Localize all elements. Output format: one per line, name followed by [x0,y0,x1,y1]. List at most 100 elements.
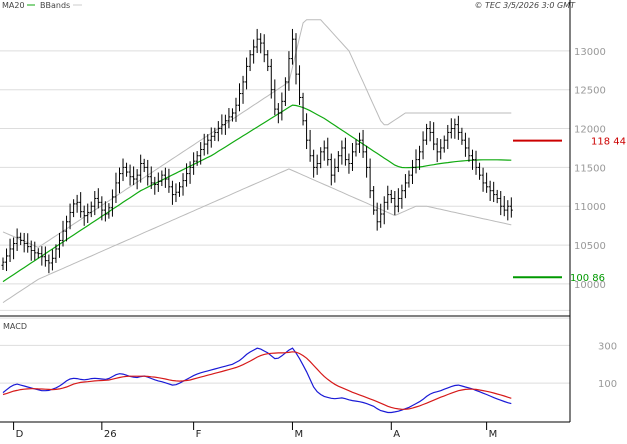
ohlc-bar [40,246,44,266]
ohlc-bar [121,158,125,182]
ohlc-bar [195,151,199,166]
ohlc-bar [379,203,383,228]
ohlc-bar [216,121,220,142]
ohlc-bar [43,246,47,267]
price-y-tick-label: 13000 [574,47,606,58]
price-y-tick-label: 12000 [574,125,606,136]
ohlc-bar [192,152,196,175]
ohlc-bar [290,28,294,65]
ohlc-bar [449,118,453,139]
ohlc-bar [57,232,61,258]
price-y-tick-label: 12500 [574,86,606,97]
price-y-axis: 10000 10500 11000 11500 12000 12500 13000 [574,47,606,291]
ohlc-bar [350,142,354,171]
ohlc-bar [343,137,347,166]
ohlc-bar [262,34,266,63]
ohlc-bar [202,133,206,156]
ohlc-bar [213,127,217,141]
ohlc-bar [453,118,457,139]
bbands-lower-line [2,168,512,304]
ohlc-bar [132,166,136,186]
ohlc-bar [61,220,65,247]
price-y-tick-label: 11500 [574,163,606,174]
ohlc-bar [322,140,326,161]
chart-legend: MA20 BBands © TEC 3/5/2026 3:0 GMT [2,1,576,10]
x-tick-label: M [294,429,303,440]
ohlc-bar [178,182,181,197]
ma20-legend-label: MA20 [2,1,25,10]
ohlc-bar [414,149,418,174]
ohlc-bar [435,138,439,163]
ohlc-bar [421,131,425,160]
ohlc-bar [65,215,69,242]
ohlc-bar [460,127,464,145]
ohlc-bar [273,79,277,116]
ohlc-bar [280,92,284,121]
x-axis: D 26 F M A M [13,422,498,440]
ohlc-bar [326,137,330,166]
macd-grid [0,344,570,384]
ohlc-bar [368,158,372,199]
ohlc-bar [82,205,86,226]
ohlc-bar [410,159,414,185]
support-level-label: 100 86 [570,273,605,284]
ohlc-bar [506,200,510,221]
ohlc-bar [86,203,90,224]
price-levels: 118 44 100 86 [513,137,626,284]
ohlc-bar [36,248,40,259]
ohlc-bar [403,174,407,199]
ohlc-bar [315,154,319,175]
ohlc-bar [298,65,302,105]
price-y-tick-label: 11000 [574,202,606,213]
ohlc-bar [22,232,26,253]
ohlc-bar [149,166,153,189]
ohlc-bar [68,203,72,230]
ohlc-bar [234,97,238,122]
ohlc-bar [456,115,460,140]
macd-line [2,347,512,414]
macd-series [2,347,512,414]
x-tick-label: M [489,429,498,440]
ohlc-bar [488,180,492,201]
ohlc-bar [185,163,189,187]
x-tick-label: D [16,429,24,440]
ohlc-bar [495,189,499,204]
ohlc-bar [365,145,369,178]
ohlc-bar [29,240,33,261]
ohlc-bar [266,50,270,72]
ohlc-bar [287,51,291,91]
ohlc-bar [100,196,104,221]
ohlc-bar [206,134,210,155]
ohlc-bar [19,232,23,246]
ohlc-bar [252,39,256,64]
ohlc-bar [336,151,340,173]
ohlc-bar [301,92,305,126]
ohlc-bar [418,145,422,170]
ohlc-bar [142,158,146,173]
ohlc-bar [283,77,287,107]
ohlc-bar [446,124,450,150]
ohlc-bar [361,129,365,158]
ohlc-bar [1,257,5,270]
bbands-legend-label: BBands [40,1,70,10]
ohlc-bar [125,162,129,177]
ohlc-bar [107,203,111,219]
ohlc-bar [470,149,474,170]
copyright-label: © TEC 3/5/2026 3:0 GMT [475,1,577,10]
ohlc-bar [238,83,242,112]
ohlc-bar [139,154,143,183]
ohlc-bar [181,173,185,196]
ohlc-bar [241,75,245,104]
ohlc-bar [160,170,164,187]
macd-title: MACD [3,322,27,331]
ohlc-bar [425,123,429,145]
price-y-tick-label: 10500 [574,241,606,252]
ohlc-bar [259,33,263,54]
ohlc-bar [230,108,234,122]
ohlc-bar [199,142,203,165]
ohlc-bar [474,150,478,175]
ohlc-bar [75,194,79,213]
ohlc-bar [329,153,333,186]
ohlc-bar [54,244,58,263]
